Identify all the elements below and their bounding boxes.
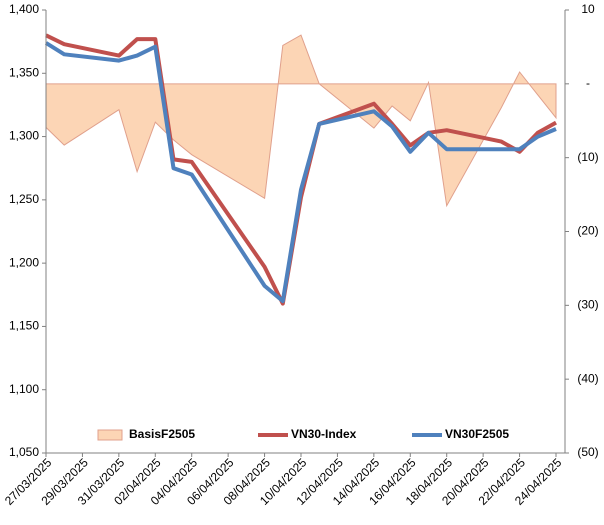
legend-label: BasisF2505 [129, 427, 195, 441]
legend-label: VN30-Index [291, 427, 357, 441]
y-tick-label: 1,200 [9, 255, 39, 269]
y-tick-label: 1,150 [9, 319, 39, 333]
legend-swatch [97, 429, 123, 441]
y-tick-label: 1,400 [9, 2, 39, 16]
area [45, 34, 557, 208]
y2-tick-label: - [586, 76, 590, 90]
y2-tick-label: (30) [577, 298, 598, 312]
y-tick-label: 1,350 [9, 65, 39, 79]
y2-tick-label: (40) [577, 371, 598, 385]
y-tick-label: 1,050 [9, 445, 39, 459]
y2-tick-label: 10 [581, 2, 595, 16]
legend-label: VN30F2505 [445, 427, 509, 441]
y2-tick-label: (50) [577, 445, 598, 459]
y2-tick-label: (10) [577, 150, 598, 164]
y-tick-label: 1,250 [9, 192, 39, 206]
y2-tick-label: (20) [577, 224, 598, 238]
y-tick-label: 1,100 [9, 382, 39, 396]
y-tick-label: 1,300 [9, 129, 39, 143]
line [44, 41, 557, 304]
